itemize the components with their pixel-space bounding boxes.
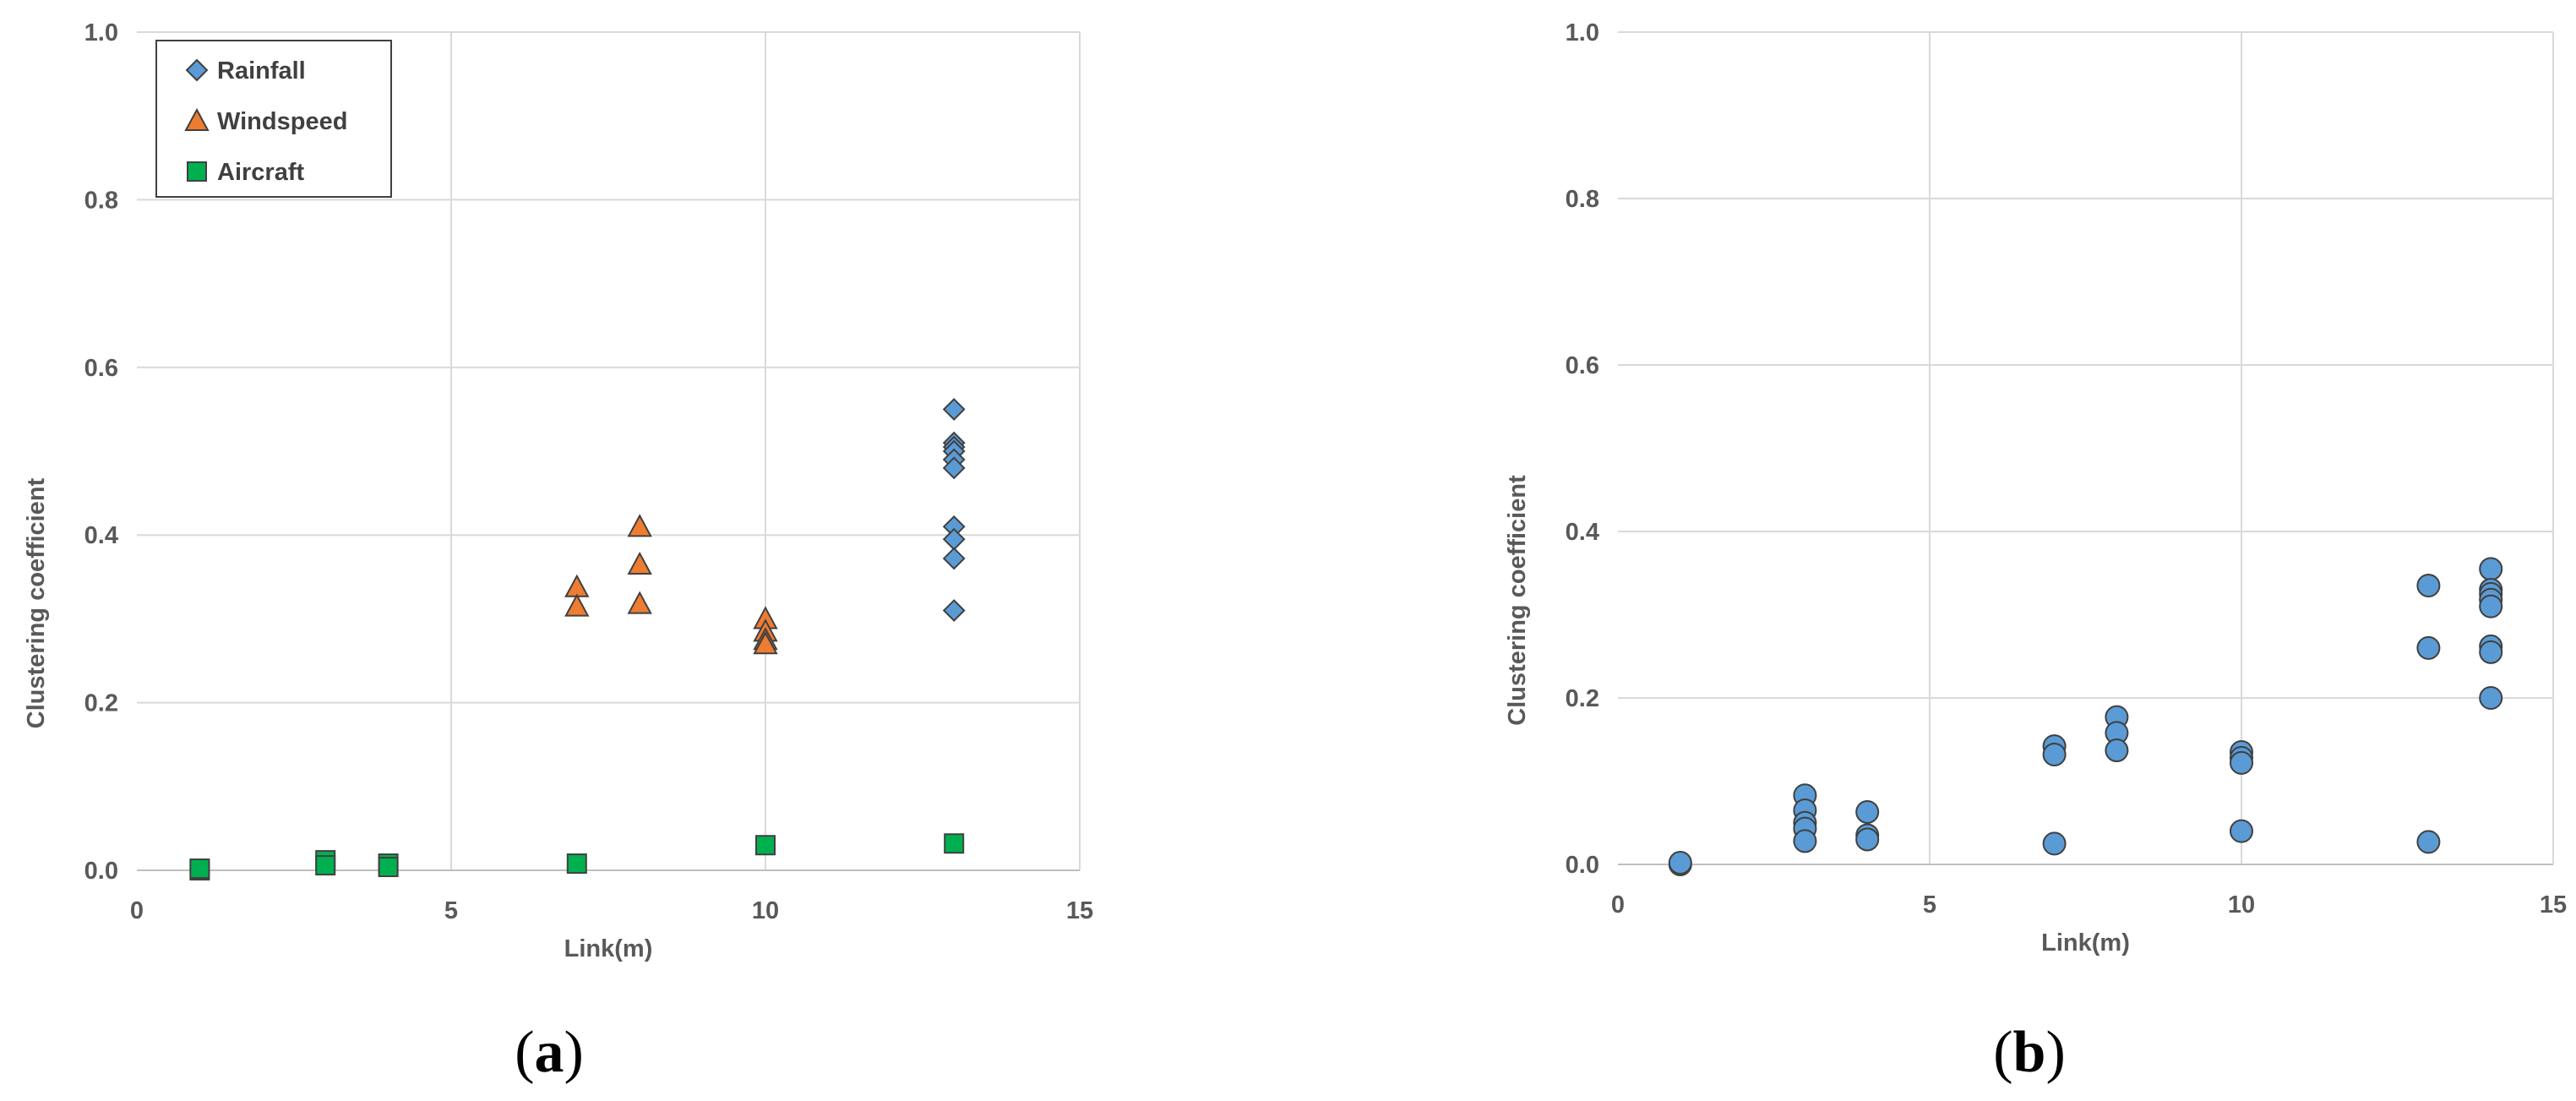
data-point-triangle <box>627 591 652 614</box>
x-axis-title: Link(m) <box>2041 929 2130 957</box>
data-point-square <box>189 858 210 880</box>
data-point-diamond <box>942 547 966 570</box>
y-tick-label: 0.8 <box>84 187 118 214</box>
data-point-circle <box>2479 557 2503 581</box>
data-point-circle <box>2230 750 2253 775</box>
data-point-square <box>755 835 776 856</box>
data-point-circle <box>2479 686 2503 710</box>
data-point-circle <box>2105 739 2129 763</box>
y-tick-label: 0.6 <box>1566 352 1599 379</box>
x-tick-label: 15 <box>1066 897 1093 924</box>
y-tick-label: 0.0 <box>84 858 118 885</box>
data-point-square <box>566 853 587 875</box>
y-tick-label: 1.0 <box>84 19 118 46</box>
data-point-diamond <box>942 527 966 551</box>
y-tick-label: 0.4 <box>1566 519 1599 546</box>
data-point-triangle <box>627 551 652 575</box>
data-point-triangle <box>564 593 590 617</box>
y-axis-title: Clustering coefficient <box>1504 475 1531 726</box>
x-tick-label: 0 <box>1611 891 1625 918</box>
data-point-square <box>378 857 399 878</box>
data-point-circle <box>1668 851 1692 875</box>
data-point-diamond <box>942 599 966 622</box>
y-tick-label: 0.6 <box>84 355 118 382</box>
y-tick-label: 0.2 <box>1566 685 1599 712</box>
panel-label: (b) <box>1993 1020 2066 1085</box>
data-point-circle <box>2479 640 2503 664</box>
data-point-circle <box>2416 635 2441 660</box>
y-axis-title: Clustering coefficient <box>23 477 50 728</box>
data-point-circle <box>2416 830 2441 854</box>
data-point-circle <box>2230 819 2253 843</box>
data-point-triangle <box>627 514 652 537</box>
data-point-circle <box>1793 829 1817 853</box>
y-tick-label: 0.4 <box>84 522 118 549</box>
data-point-triangle <box>564 574 590 597</box>
panel-label: (a) <box>515 1020 584 1085</box>
x-tick-label: 10 <box>2228 891 2255 918</box>
legend-label: Aircraft <box>217 159 304 186</box>
data-point-circle <box>1855 827 1880 852</box>
x-tick-label: 0 <box>130 897 144 924</box>
legend-label: Windspeed <box>217 108 347 135</box>
x-tick-label: 10 <box>752 897 779 924</box>
chart-a: 0.0 0.2 0.4 0.6 0.8 1.0 0 5 10 15 Link(m) Clusterin… <box>23 19 1093 1085</box>
legend-triangle-icon <box>184 107 210 132</box>
y-tick-label: 0.8 <box>1566 186 1599 213</box>
y-tick-label: 0.0 <box>1566 852 1599 879</box>
data-point-diamond <box>942 456 966 480</box>
y-tick-label: 1.0 <box>1566 19 1599 46</box>
x-tick-label: 15 <box>2540 891 2567 918</box>
data-point-circle <box>2042 831 2067 856</box>
data-point-square <box>315 855 336 876</box>
data-point-circle <box>2042 742 2067 766</box>
chart-b: 0.0 0.2 0.4 0.6 0.8 1.0 0 5 10 15 Link(m) Clusterin… <box>1504 19 2567 1085</box>
x-axis-title: Link(m) <box>564 935 653 962</box>
data-point-triangle <box>753 631 778 655</box>
data-point-circle <box>1855 799 1880 824</box>
data-point-circle <box>2479 594 2503 619</box>
data-point-square <box>944 833 965 854</box>
legend-square-icon <box>187 161 207 182</box>
x-tick-label: 5 <box>1923 891 1936 918</box>
legend-diamond-icon <box>185 58 209 82</box>
data-point-circle <box>2416 574 2441 598</box>
y-tick-label: 0.2 <box>84 690 118 717</box>
legend-label: Rainfall <box>217 57 306 84</box>
x-tick-label: 5 <box>444 897 458 924</box>
data-point-diamond <box>942 397 966 421</box>
